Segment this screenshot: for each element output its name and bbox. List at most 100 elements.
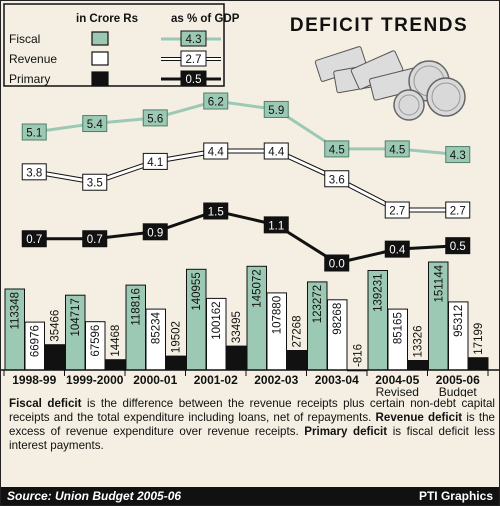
pct-box-fiscal (324, 140, 350, 158)
legend-col-pct: as % of GDP (171, 13, 240, 25)
pct-point-fiscal: 5.9 (263, 100, 289, 118)
pct-box-fiscal (142, 109, 168, 127)
legend-label-primary: Primary (9, 72, 50, 86)
legend-pct-revenue: 2.7 (186, 54, 202, 66)
pct-label-revenue: 2.7 (389, 206, 405, 218)
pct-label-fiscal: 5.9 (268, 105, 284, 117)
pct-point-primary: 0.7 (21, 230, 47, 248)
pct-label-revenue: 3.6 (329, 174, 345, 186)
pct-box-revenue (324, 170, 350, 188)
pct-box-primary (21, 230, 47, 248)
pct-label-primary: 0.0 (329, 259, 345, 271)
pct-box-revenue (263, 142, 289, 160)
pct-label-primary: 1.1 (268, 220, 284, 232)
bar-label-primary: 17199 (473, 323, 485, 355)
bar-label-primary: 33495 (231, 311, 243, 343)
pct-label-revenue: 2.7 (450, 206, 466, 218)
pct-label-fiscal: 4.3 (450, 150, 466, 162)
pct-label-primary: 0.4 (389, 245, 406, 257)
pct-label-fiscal: 4.5 (329, 144, 345, 156)
bar-label-revenue: 85234 (151, 311, 163, 344)
bar-label-revenue: 66976 (30, 325, 42, 357)
bar-label-fiscal: 139231 (373, 274, 385, 312)
pct-point-primary: 0.9 (142, 223, 168, 241)
pct-box-revenue (82, 173, 108, 191)
x-tick-label: 2001-02 (194, 373, 238, 387)
bar-label-primary: 13326 (413, 325, 425, 357)
pct-label-revenue: 4.4 (268, 147, 285, 159)
pct-point-revenue: 4.4 (203, 142, 229, 160)
pct-point-revenue: 4.1 (142, 152, 168, 170)
legend-pct-box-fiscal (180, 30, 207, 47)
pct-box-fiscal (445, 146, 471, 164)
pct-point-fiscal: 6.2 (203, 92, 229, 110)
fiscal-term: Fiscal deficit (9, 397, 82, 410)
pct-point-fiscal: 4.5 (384, 140, 410, 158)
pct-box-revenue (384, 201, 410, 219)
pct-box-fiscal (263, 100, 289, 118)
x-tick-label: 2000-01 (133, 373, 177, 387)
pct-box-revenue (203, 142, 229, 160)
pct-box-fiscal (21, 123, 47, 141)
deficit-chart: DEFICIT TRENDS in Crore Rs as % of GDP Fisc… (1, 3, 499, 397)
bar-label-fiscal: 104717 (70, 298, 82, 336)
footer-bar: Source: Union Budget 2005-06 PTI Graphic… (1, 487, 499, 505)
legend-pct-box-revenue (180, 50, 207, 67)
legend-pct-box-primary (180, 70, 207, 87)
bar-label-primary: 14468 (110, 325, 122, 357)
currency-illustration (314, 46, 466, 121)
bar-label-fiscal: 145072 (252, 269, 264, 307)
bar-primary (407, 360, 428, 371)
bar-label-revenue: 67596 (90, 325, 102, 357)
pct-point-revenue: 4.4 (263, 142, 289, 160)
pct-label-fiscal: 5.6 (147, 113, 163, 125)
legend-col-amount: in Crore Rs (76, 13, 138, 25)
pct-label-primary: 0.7 (26, 234, 42, 246)
pct-point-primary: 0.4 (384, 240, 410, 258)
pct-point-fiscal: 4.3 (445, 146, 471, 164)
pct-point-revenue: 3.8 (21, 163, 47, 181)
x-tick-label: 2003-04 (315, 373, 359, 387)
credit-label: PTI Graphics (418, 489, 493, 503)
legend-swatch-revenue (91, 51, 109, 66)
definitions: Fiscal deficit is the difference between… (9, 397, 495, 453)
pct-box-primary (445, 237, 471, 255)
revenue-term: Revenue deficit (375, 411, 463, 424)
revenue-definition: is the excess of revenue expenditure ove… (9, 411, 495, 438)
source-note: Source: Union Budget 2005-06 (7, 489, 182, 503)
legend-label-fiscal: Fiscal (9, 32, 40, 46)
bar-label-fiscal: 151144 (433, 264, 445, 302)
pct-point-primary: 0.5 (445, 237, 471, 255)
pct-point-fiscal: 5.1 (21, 123, 47, 141)
pct-point-revenue: 2.7 (384, 201, 410, 219)
pct-box-revenue (445, 201, 471, 219)
bar-label-revenue: 100162 (211, 301, 223, 339)
bar-primary (286, 350, 307, 371)
pct-point-primary: 1.1 (263, 216, 289, 234)
pct-box-primary (384, 240, 410, 258)
pct-point-fiscal: 4.5 (324, 140, 350, 158)
x-tick-label: 2002-03 (254, 373, 298, 387)
pct-label-revenue: 4.4 (208, 147, 225, 159)
pct-label-primary: 0.5 (450, 241, 466, 253)
coin-icon (426, 77, 466, 117)
bar-primary (226, 345, 247, 371)
bar-label-primary: -816 (352, 344, 364, 367)
legend-swatch-primary (91, 71, 109, 86)
x-tick-label: 1998-99 (12, 373, 56, 387)
fiscal-definition: is the difference between the revenue re… (9, 397, 495, 424)
pct-label-primary: 0.7 (87, 234, 103, 246)
pct-box-fiscal (203, 92, 229, 110)
pct-box-primary (82, 230, 108, 248)
coin-icon (393, 89, 425, 121)
legend-label-revenue: Revenue (9, 52, 57, 66)
pct-point-fiscal: 5.6 (142, 109, 168, 127)
bar-label-revenue: 95312 (453, 305, 465, 337)
bar-label-fiscal: 113348 (10, 292, 22, 330)
pct-box-primary (203, 202, 229, 220)
pct-point-revenue: 2.7 (445, 201, 471, 219)
bar-primary (105, 359, 126, 371)
bar-label-primary: 27268 (292, 316, 304, 348)
pct-box-fiscal (384, 140, 410, 158)
legend-swatch-fiscal (91, 31, 109, 46)
